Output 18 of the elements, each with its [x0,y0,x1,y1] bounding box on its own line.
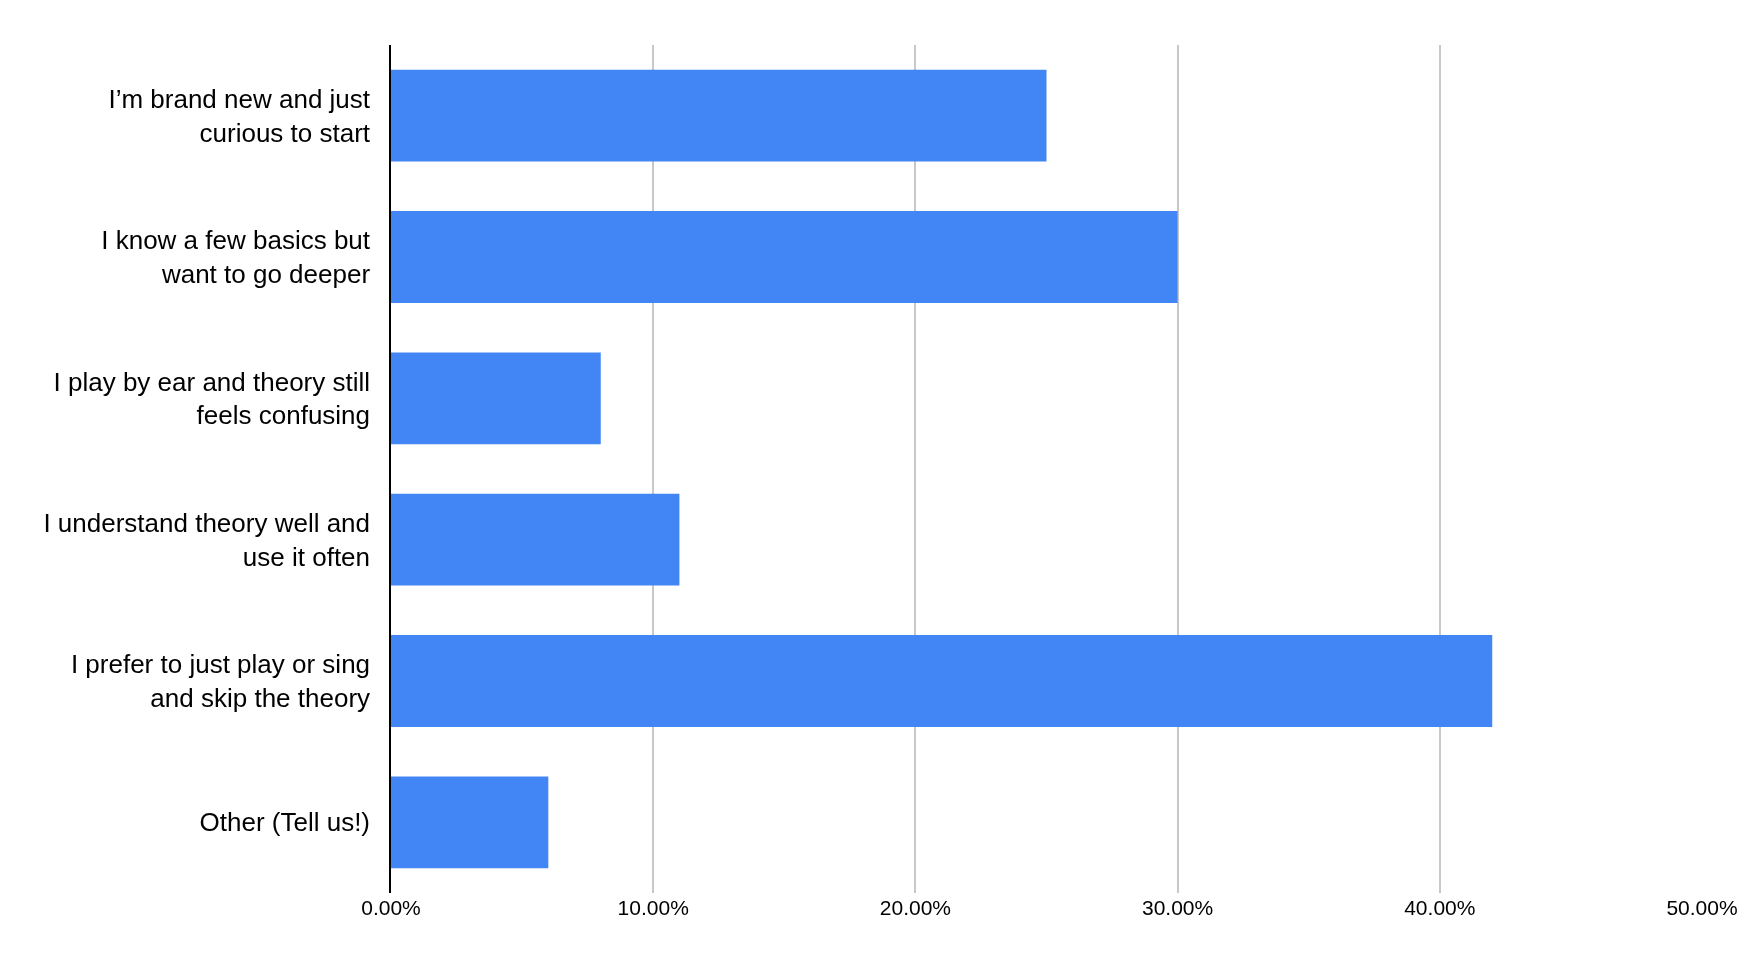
y-tick-label: I play by ear and theory still feels confusing [53,366,371,431]
x-tick-label: 40.00% [1404,896,1476,919]
bar [391,69,1047,162]
x-tick-label: 0.00% [361,896,421,919]
y-tick-label: I understand theory well and use it often [43,507,371,572]
bar [391,493,680,586]
y-tick-label: Other (Tell us!) [199,807,371,838]
y-tick-label: I know a few basics but want to go deeper [101,225,371,289]
bar [391,776,549,869]
bar [391,211,1178,303]
bar [391,635,1493,727]
y-tick-label: I prefer to just play or sing and skip the theory [70,649,371,713]
bar [391,352,601,445]
x-tick-label: 10.00% [617,896,689,919]
x-tick-label: 30.00% [1141,896,1214,919]
x-tick-label: 20.00% [879,896,952,919]
x-tick-label: 50.00% [1666,896,1738,919]
y-tick-label: I’m brand new and just curious to start [108,83,371,148]
